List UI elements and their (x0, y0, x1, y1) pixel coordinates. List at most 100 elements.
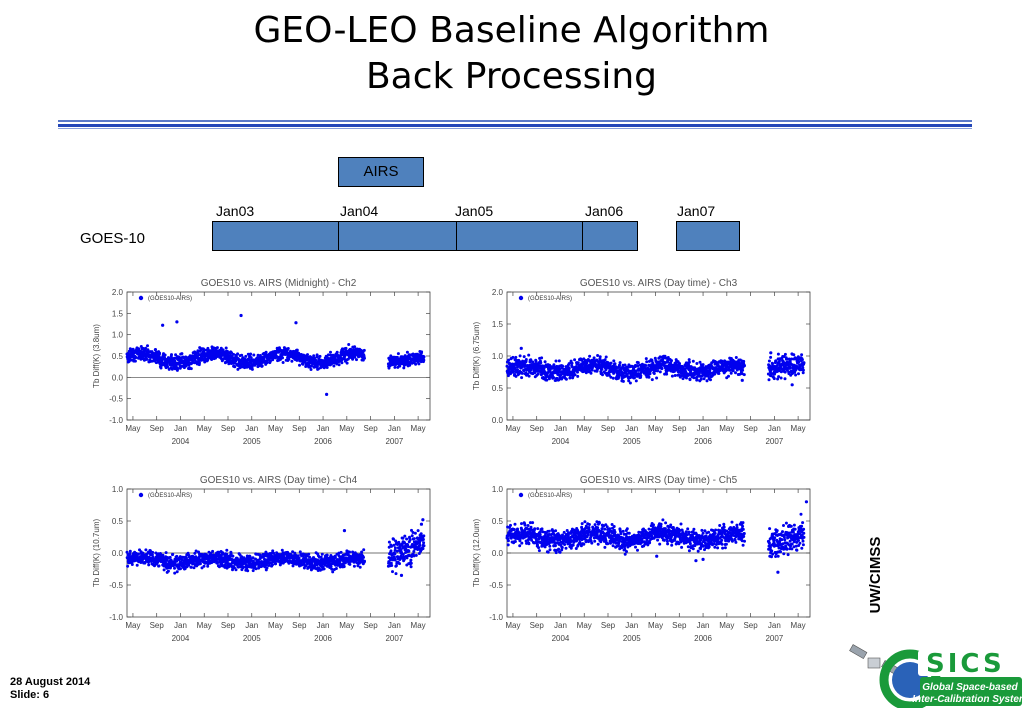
x-year-label: 2007 (765, 634, 783, 643)
data-point (540, 356, 544, 360)
data-point (576, 361, 580, 365)
data-point (800, 353, 804, 357)
y-tick-label: -1.0 (109, 416, 123, 425)
data-point (595, 520, 599, 524)
x-tick-label: May (648, 424, 663, 433)
y-tick-label: 1.5 (112, 309, 124, 318)
data-point (717, 372, 721, 375)
data-point (330, 567, 334, 571)
x-tick-label: May (791, 424, 806, 433)
x-tick-label: May (719, 621, 734, 630)
data-point (603, 358, 607, 362)
data-point (561, 533, 564, 537)
x-tick-label: Sep (150, 621, 165, 630)
data-point (393, 558, 397, 562)
data-point (742, 373, 746, 377)
data-point (337, 363, 341, 367)
data-point (422, 541, 426, 545)
data-point (554, 359, 558, 363)
data-point (202, 564, 206, 568)
data-point (312, 354, 316, 358)
data-point (215, 561, 219, 565)
data-point (363, 559, 366, 563)
data-point (523, 523, 527, 527)
data-point (530, 538, 534, 542)
data-point (623, 363, 627, 367)
data-point (219, 349, 223, 353)
data-point (618, 363, 621, 367)
data-point (394, 572, 398, 576)
data-point (287, 357, 291, 361)
y-tick-label: 1.0 (492, 485, 504, 494)
y-tick-label: 1.5 (492, 320, 504, 329)
data-point (334, 567, 338, 570)
data-point (159, 553, 163, 556)
y-tick-label: 0.0 (112, 549, 124, 558)
data-point (345, 361, 349, 365)
data-point (596, 526, 600, 530)
data-point (290, 359, 294, 363)
data-point (801, 368, 805, 372)
data-point (568, 376, 572, 380)
data-point (665, 372, 669, 376)
data-point (740, 378, 744, 382)
x-year-label: 2006 (314, 634, 332, 643)
x-tick-label: Jan (768, 424, 781, 433)
chart-ch5: GOES10 vs. AIRS (Day time) - Ch5 -1.0 -0.5… (465, 469, 830, 659)
data-point (342, 565, 346, 569)
data-point (331, 570, 335, 574)
data-point (170, 353, 173, 357)
data-point (338, 561, 342, 565)
data-point (526, 524, 530, 527)
data-point (162, 568, 166, 572)
data-point (342, 529, 347, 533)
chart-title: GOES10 vs. AIRS (Midnight) - Ch2 (201, 278, 357, 289)
data-point (363, 356, 366, 360)
data-point (137, 552, 140, 556)
data-point (230, 351, 233, 355)
x-tick-label: May (791, 621, 806, 630)
data-point (315, 354, 319, 358)
y-tick-label: 0.5 (112, 352, 124, 361)
data-point (783, 377, 787, 381)
data-series (125, 313, 426, 396)
data-point (586, 533, 590, 536)
data-point (658, 370, 662, 374)
y-tick-label: -0.5 (109, 395, 123, 404)
data-point (537, 546, 541, 550)
data-point (536, 527, 540, 531)
title-line-2: Back Processing (365, 56, 658, 97)
data-point (767, 359, 771, 363)
data-point (356, 564, 360, 568)
data-point (387, 545, 391, 549)
data-point (699, 377, 703, 381)
plot-frame (506, 291, 811, 421)
data-point (159, 366, 163, 370)
x-tick-label: Jan (317, 621, 330, 630)
data-point (527, 353, 531, 357)
data-point (254, 567, 258, 571)
data-point (399, 573, 404, 577)
data-point (621, 379, 625, 383)
data-point (232, 566, 236, 570)
data-point (339, 550, 343, 554)
x-tick-label: May (125, 621, 140, 630)
data-point (281, 356, 284, 360)
data-point (405, 350, 409, 354)
data-point (251, 559, 255, 563)
data-point (298, 550, 302, 554)
data-point (692, 376, 696, 380)
data-point (173, 571, 177, 575)
data-point (165, 558, 169, 562)
data-point (355, 358, 358, 362)
data-point (413, 531, 417, 535)
data-point (150, 553, 154, 557)
legend-label: (GOES10-AIRS) (528, 296, 572, 302)
data-point (650, 378, 654, 382)
x-tick-label: Jan (174, 621, 187, 630)
data-point (393, 552, 397, 556)
data-point (390, 544, 393, 548)
data-point (537, 549, 541, 553)
data-point (249, 352, 253, 356)
data-point (342, 357, 346, 361)
